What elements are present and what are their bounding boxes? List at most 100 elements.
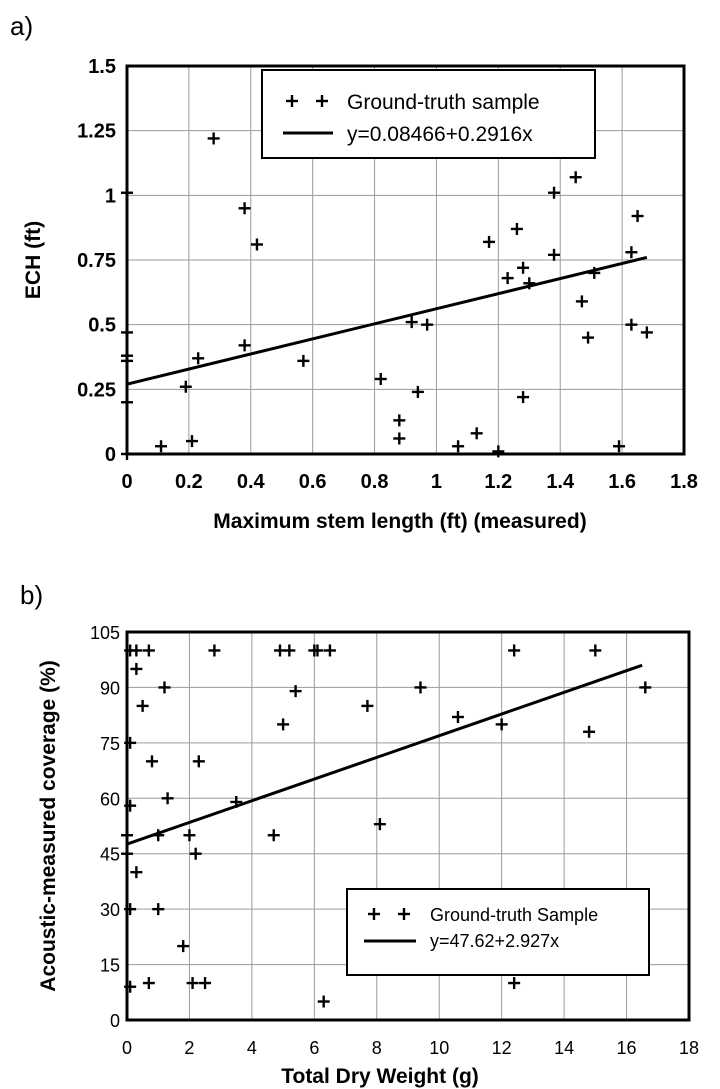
panel-b-data-point: [311, 644, 324, 657]
panel-b-data-point: [639, 681, 652, 694]
panel-b-legend-plus-marker: [398, 908, 410, 920]
panel-b-data-point: [158, 681, 171, 694]
panel-a-y-axis-label: ECH (ft): [22, 221, 45, 299]
panel-b-legend-plus-marker: [368, 908, 380, 920]
panel-a-data-point: [155, 440, 168, 453]
panel-a-data-point: [179, 380, 192, 393]
panel-b-legend-series: Ground-truth Sample: [430, 905, 598, 925]
panel-a-data-point: [640, 326, 653, 339]
panel-a-y-tick-label: 0.25: [77, 379, 116, 401]
panel-b-y-tick-labels: 0 15 30 45 60 75 90 105: [90, 623, 120, 1031]
panel-a-legend-plus-marker: [286, 95, 298, 107]
panel-b-data-point: [583, 725, 596, 738]
panel-b-data-point: [277, 718, 290, 731]
panel-b-label: b): [20, 580, 43, 610]
panel-a-x-tick-label: 0.2: [175, 471, 203, 493]
panel-b-data-point: [192, 755, 205, 768]
panel-a-data-point: [548, 186, 561, 199]
panel-b-y-tick-label: 15: [100, 956, 120, 976]
panel-b-legend-box: [346, 888, 650, 976]
panel-a-points: [121, 132, 653, 460]
panel-b-x-tick-label: 16: [617, 1038, 637, 1058]
panel-a-data-point: [452, 440, 465, 453]
panel-a-data-point: [411, 385, 424, 398]
panel-a-data-point: [548, 248, 561, 261]
panel-a-y-tick-label: 1.5: [88, 56, 116, 78]
panel-b-regression-line: [126, 663, 643, 846]
panel-a-data-point: [185, 435, 198, 448]
panel-a-x-tick-label: 0: [121, 471, 132, 493]
panel-b-y-tick-label: 60: [100, 789, 120, 809]
panel-a-data-point: [588, 266, 601, 279]
panel-a-x-tick-label: 0.6: [299, 471, 327, 493]
panel-a-label: a): [10, 11, 33, 41]
panel-a-data-point: [297, 354, 310, 367]
panel-a-data-point: [523, 277, 536, 290]
panel-a-legend-series: Ground-truth sample: [347, 91, 540, 114]
panel-a-data-point: [207, 132, 220, 145]
panel-a-y-tick-label: 1.25: [77, 121, 116, 143]
panel-b-y-tick-label: 30: [100, 900, 120, 920]
panel-b-legend: Ground-truth Sample y=47.62+2.927x: [346, 888, 650, 976]
panel-a-data-point: [393, 432, 406, 445]
panel-b-data-point: [145, 755, 158, 768]
panel-a-data-point: [582, 331, 595, 344]
panel-b-data-point: [323, 644, 336, 657]
panel-b-x-tick-label: 12: [492, 1038, 512, 1058]
panel-b-data-point: [317, 995, 330, 1008]
panel-b-y-tick-label: 105: [90, 623, 120, 643]
panel-a-data-point: [569, 171, 582, 184]
panel-b-x-tick-label: 2: [184, 1038, 194, 1058]
panel-b-data-point: [152, 829, 165, 842]
panel-b-data-point: [142, 644, 155, 657]
panel-a-data-point: [631, 210, 644, 223]
panel-b-x-axis-label: Total Dry Weight (g): [281, 1065, 479, 1088]
panel-b-data-point: [495, 718, 508, 731]
panel-a-x-tick-label: 1.2: [484, 471, 512, 493]
panel-a-frame: [125, 64, 686, 456]
panel-a-x-tick-label: 1.6: [608, 471, 636, 493]
panel-a-x-tick-labels: 0 0.2 0.4 0.6 0.8 1 1.2 1.4 1.6 1.8: [121, 471, 697, 493]
panel-b-data-point: [230, 795, 243, 808]
panel-b-y-tick-label: 45: [100, 845, 120, 865]
panel-b-data-point: [414, 681, 427, 694]
panel-b-y-axis-label: Acoustic-measured coverage (%): [37, 660, 60, 991]
panel-b-data-point: [361, 699, 374, 712]
panel-b-data-point: [186, 977, 199, 990]
panel-a-legend-plus-marker: [316, 95, 328, 107]
panel-b-x-tick-label: 0: [122, 1038, 132, 1058]
panel-a-data-point: [421, 318, 434, 331]
panel-a-y-tick-labels: 0 0.25 0.5 0.75 1 1.25 1.5: [77, 56, 116, 466]
panel-a-data-point: [613, 440, 626, 453]
panel-b-data-point: [152, 903, 165, 916]
panel-a-y-tick-label: 1: [105, 185, 116, 207]
panel-a-data-point: [625, 318, 638, 331]
panel-b-x-tick-label: 14: [554, 1038, 574, 1058]
panel-a-x-tick-label: 1: [431, 471, 442, 493]
panel-a-x-tick-label: 1.8: [670, 471, 698, 493]
panel-b-data-point: [189, 847, 202, 860]
panel-a-data-point: [374, 372, 387, 385]
panel-a-data-point: [405, 316, 418, 329]
panel-b-x-tick-labels: 0 2 4 6 8 10 12 14 16 18: [122, 1038, 699, 1058]
panel-a-data-point: [625, 246, 638, 259]
panel-a-legend-box: [261, 69, 596, 159]
panel-a-data-point: [250, 238, 263, 251]
panel-b-data-point: [130, 866, 143, 879]
panel-a-data-point: [492, 445, 505, 458]
panel-a-x-tick-label: 1.4: [546, 471, 575, 493]
panel-b-data-point: [451, 710, 464, 723]
panel-a-data-point: [517, 391, 530, 404]
panel-a-y-tick-label: 0.75: [77, 250, 116, 272]
panel-b-data-point: [267, 829, 280, 842]
panel-a-data-point: [575, 295, 588, 308]
panel-a-legend-marker: [286, 95, 328, 107]
panel-b-x-tick-label: 6: [309, 1038, 319, 1058]
panel-b-fit-line: [126, 663, 643, 846]
panel-a-data-point: [238, 202, 251, 215]
panel-b-data-point: [208, 644, 221, 657]
panel-b-y-tick-label: 90: [100, 678, 120, 698]
panel-a-x-tick-label: 0.4: [237, 471, 266, 493]
panel-b-frame: [125, 630, 691, 1022]
